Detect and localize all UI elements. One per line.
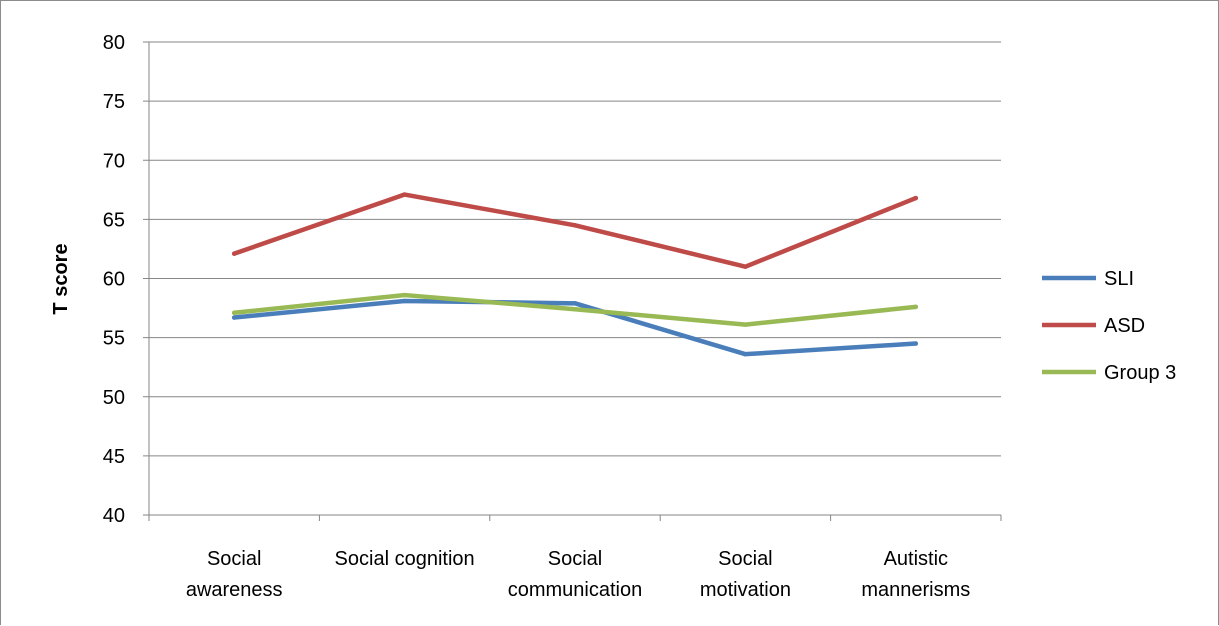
data-point — [913, 341, 918, 346]
data-point — [232, 251, 237, 256]
data-point — [743, 322, 748, 327]
data-point — [572, 223, 578, 228]
x-tick-label-line: Social — [718, 548, 772, 570]
x-tick-label: Social communication — [508, 548, 643, 601]
x-tick-label-line: Social cognition — [335, 548, 475, 570]
y-tick-label: 60 — [103, 269, 125, 291]
data-point — [402, 192, 407, 197]
x-axis-ticks: Social awareness Social cognition Social com… — [186, 548, 970, 601]
data-point — [572, 301, 578, 306]
y-tick-label: 65 — [103, 209, 125, 231]
data-point — [232, 315, 237, 320]
legend: SLI ASD Group 3 — [1042, 268, 1176, 384]
series-line-asd — [231, 192, 919, 269]
data-point — [913, 195, 918, 201]
x-tick-label-line: Autistic — [884, 548, 948, 570]
data-point — [743, 264, 748, 269]
y-tick-label: 40 — [103, 505, 125, 527]
x-tick-label: Autistic mannerisms — [861, 548, 970, 601]
y-tick-label: 55 — [103, 328, 125, 350]
data-point — [232, 310, 237, 315]
x-tick-label-line: Social — [207, 548, 261, 570]
data-point — [402, 292, 407, 298]
x-tick-label: Social motivation — [700, 548, 791, 601]
data-point — [743, 351, 748, 357]
y-tick-label: 75 — [103, 91, 125, 113]
y-tick-label: 45 — [103, 446, 125, 468]
legend-label: Group 3 — [1104, 362, 1176, 384]
x-tick-label-line: communication — [508, 579, 643, 601]
data-point — [572, 307, 578, 312]
x-tick-label-line: mannerisms — [861, 579, 970, 601]
x-tick-label-line: awareness — [186, 579, 283, 601]
data-point — [402, 298, 407, 304]
x-tick-label-line: motivation — [700, 579, 791, 601]
x-tick-label-line: Social — [548, 548, 602, 570]
y-axis-ticks: 40 45 50 55 60 65 70 75 80 — [103, 32, 125, 527]
y-tick-label: 50 — [103, 387, 125, 409]
series-lines — [231, 192, 919, 357]
x-tick-label: Social awareness — [186, 548, 283, 601]
y-axis-title: T score — [50, 243, 72, 314]
gridlines — [143, 41, 1002, 521]
x-tick-label: Social cognition — [335, 548, 475, 570]
legend-label: ASD — [1104, 315, 1145, 337]
y-tick-label: 70 — [103, 150, 125, 172]
y-tick-label: 80 — [103, 32, 125, 54]
data-point — [913, 304, 918, 310]
legend-label: SLI — [1104, 268, 1134, 290]
